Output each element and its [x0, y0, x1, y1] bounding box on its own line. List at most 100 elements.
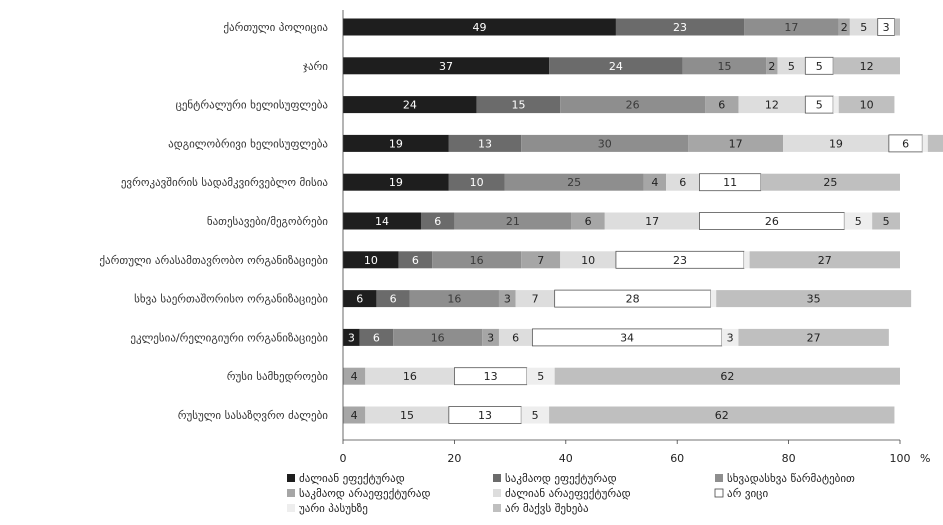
data-label: 3: [348, 331, 355, 344]
bar-segment: [343, 251, 399, 269]
bar-segment: [343, 173, 449, 191]
data-label: 5: [788, 60, 795, 73]
bar-segment: [643, 173, 667, 191]
bar-segment: [343, 57, 550, 75]
data-label: 10: [364, 254, 378, 267]
x-axis-unit: %: [920, 452, 930, 465]
x-axis: 0 20 40 60 80 100%: [340, 10, 930, 465]
category-label: ქართული პოლიცია: [223, 21, 328, 34]
data-label: 34: [620, 331, 634, 344]
data-label: 6: [679, 176, 686, 189]
bar-segment: [738, 96, 806, 114]
bar-segment: [777, 57, 806, 75]
bar-segment: [738, 328, 889, 346]
data-label: 49: [472, 21, 486, 34]
data-label: 3: [504, 293, 511, 306]
x-tick-label: 40: [559, 452, 573, 465]
data-label: 13: [484, 370, 498, 383]
data-label: 37: [439, 60, 453, 73]
data-label: 25: [567, 176, 581, 189]
data-label: 30: [598, 137, 612, 150]
bar-segment: [749, 251, 900, 269]
data-label: 5: [532, 409, 539, 422]
legend-swatch: [714, 488, 724, 498]
x-tick-label: 80: [782, 452, 796, 465]
bar-segment: [521, 134, 689, 152]
data-label: 16: [403, 370, 417, 383]
x-tick-label: 100: [890, 452, 911, 465]
data-label: 4: [351, 370, 358, 383]
bar-segment: [498, 328, 533, 346]
legend-label: ძალიან ეფექტურად: [299, 472, 405, 485]
data-label: 16: [431, 331, 445, 344]
bar-segment: [833, 57, 900, 75]
data-label: 13: [478, 137, 492, 150]
data-label: 17: [645, 215, 659, 228]
x-tick-label: 20: [447, 452, 461, 465]
bar-segment: [526, 367, 555, 385]
bar-segment: [721, 328, 739, 346]
data-label: 19: [389, 176, 403, 189]
bar-segment: [604, 212, 700, 230]
data-label: 5: [816, 99, 823, 112]
bar-segment: [744, 251, 750, 269]
data-label: 3: [487, 331, 494, 344]
data-label: 27: [818, 254, 832, 267]
bar-segment: [498, 290, 516, 308]
category-label: ადგილობრივი ხელისუფლება: [168, 137, 328, 150]
category-label: სხვა საერთაშორისო ორგანიზაციები: [134, 293, 328, 306]
data-label: 25: [823, 176, 837, 189]
data-label: 28: [626, 293, 640, 306]
bar-segment: [888, 134, 923, 153]
data-label: 19: [829, 137, 843, 150]
data-label: 4: [351, 409, 358, 422]
bar-segment: [365, 367, 455, 385]
data-label: 10: [470, 176, 484, 189]
data-label: 2: [841, 21, 848, 34]
category-label: ევროკავშირის სადამკვირვებლო მისია: [121, 176, 329, 189]
bar-segment: [844, 212, 873, 230]
bar-segment: [376, 290, 410, 308]
bar-segment: [872, 212, 900, 230]
category-label: ჯარი: [303, 60, 328, 73]
data-label: 35: [807, 293, 821, 306]
legend-swatch: [493, 489, 501, 497]
bar-segment: [521, 251, 561, 269]
legend-swatch: [287, 504, 295, 512]
category-label: ნათესავები/მეგობრები: [207, 215, 328, 228]
bar-segment: [343, 367, 366, 385]
x-tick-label: 60: [670, 452, 684, 465]
bar-segment: [504, 173, 644, 191]
bar-segment: [688, 134, 784, 152]
bar-segment: [359, 328, 394, 346]
data-label: 15: [400, 409, 414, 422]
data-label: 27: [807, 331, 821, 344]
data-label: 23: [673, 21, 687, 34]
bar-segment: [766, 57, 778, 75]
bar-segment: [482, 328, 499, 346]
bar-segment: [710, 290, 717, 308]
data-label: 3: [883, 21, 890, 34]
data-label: 4: [651, 176, 658, 189]
bar-segment: [783, 134, 889, 152]
bar-segment: [343, 212, 421, 230]
data-label: 6: [585, 215, 592, 228]
bar-segment: [521, 406, 550, 424]
bar-segment: [682, 57, 767, 75]
legend-swatch: [493, 504, 501, 512]
data-label: 19: [389, 137, 403, 150]
data-label: 6: [390, 293, 397, 306]
data-label: 26: [765, 215, 779, 228]
data-label: 12: [860, 60, 874, 73]
legend-swatch: [287, 474, 295, 482]
data-label: 16: [447, 293, 461, 306]
bar-segment: [894, 18, 900, 36]
data-label: 12: [765, 99, 779, 112]
bar-segment: [549, 406, 895, 424]
data-label: 5: [855, 215, 862, 228]
category-label: ცენტრალური ხელისუფლება: [176, 99, 329, 112]
data-label: 11: [723, 176, 737, 189]
legend-label: სხვადასხვა წარმატებით: [727, 472, 855, 485]
legend-label: საკმაოდ ეფექტურად: [505, 472, 617, 485]
